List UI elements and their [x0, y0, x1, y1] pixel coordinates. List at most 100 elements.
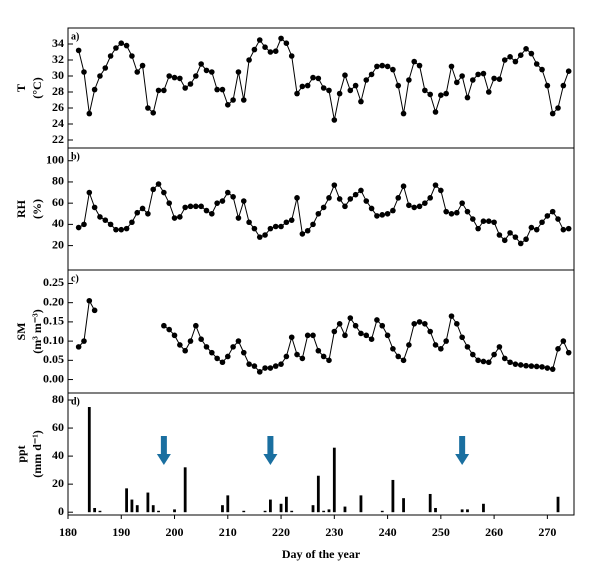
data-point — [512, 58, 519, 65]
bar — [428, 493, 432, 513]
y-tick-label: 0.15 — [43, 314, 64, 328]
data-point — [347, 196, 354, 202]
data-point — [491, 75, 497, 82]
y-tick-label: 40 — [52, 448, 64, 462]
bar — [173, 509, 176, 513]
y-tick-label: 26 — [52, 100, 64, 114]
data-point — [533, 363, 540, 370]
x-tick-label: 230 — [325, 525, 343, 539]
data-point — [326, 357, 332, 364]
data-point — [363, 198, 370, 204]
data-point — [501, 57, 508, 63]
data-point — [517, 52, 524, 58]
data-point — [118, 40, 125, 46]
data-point — [304, 332, 311, 339]
data-point — [240, 97, 247, 103]
data-point — [310, 332, 316, 339]
data-point — [219, 198, 226, 204]
data-point — [182, 204, 188, 211]
bar — [242, 510, 246, 513]
data-point — [150, 110, 157, 116]
y-tick-label: 0.00 — [43, 371, 64, 385]
data-point — [240, 198, 247, 204]
y-axis-label: ppt — [14, 445, 28, 462]
y-axis-label: SM — [14, 323, 28, 341]
data-point — [411, 321, 418, 327]
series-line — [78, 183, 569, 245]
data-point — [288, 334, 295, 341]
bar — [263, 510, 267, 513]
data-point — [384, 332, 391, 339]
data-point — [150, 186, 157, 193]
arrow-head — [156, 454, 171, 465]
data-point — [102, 65, 109, 71]
data-point — [480, 218, 487, 224]
data-point — [102, 217, 109, 223]
bar — [93, 507, 97, 513]
data-point — [240, 349, 247, 356]
x-tick-label: 240 — [379, 525, 397, 539]
y-tick-label: 34 — [52, 36, 64, 50]
data-point — [459, 200, 465, 206]
bar — [434, 507, 437, 513]
data-point — [422, 200, 428, 206]
data-point — [326, 87, 332, 94]
data-point — [501, 237, 508, 244]
data-point — [480, 70, 487, 77]
data-point — [161, 322, 167, 329]
data-point — [315, 347, 322, 354]
data-point — [246, 57, 252, 63]
data-point — [214, 355, 220, 362]
data-point — [251, 225, 258, 232]
data-point — [187, 338, 194, 344]
data-point — [145, 210, 151, 217]
arrow-shaft — [459, 436, 466, 455]
data-point — [166, 326, 172, 333]
data-point — [560, 338, 567, 344]
data-point — [283, 353, 290, 360]
data-point — [134, 209, 141, 216]
data-point — [448, 63, 455, 70]
data-point — [379, 62, 386, 69]
bar — [466, 509, 469, 513]
data-point — [219, 359, 226, 366]
bar — [284, 496, 288, 513]
data-point — [416, 203, 423, 210]
data-point — [533, 226, 540, 233]
data-point — [235, 69, 242, 75]
data-point — [310, 221, 316, 228]
data-point — [406, 202, 412, 209]
data-point — [123, 225, 130, 232]
data-point — [326, 195, 332, 201]
x-tick-label: 250 — [432, 525, 450, 539]
data-point — [113, 45, 119, 51]
data-point — [320, 204, 327, 211]
arrow-marker — [455, 436, 470, 465]
y-axis-label: (°C) — [30, 77, 44, 98]
data-point — [347, 315, 354, 321]
bar — [125, 488, 128, 513]
bar — [151, 505, 155, 513]
data-point — [374, 213, 380, 219]
bar — [332, 447, 336, 513]
data-point — [283, 40, 290, 46]
data-point — [262, 365, 268, 371]
data-point — [278, 35, 284, 42]
data-point — [560, 82, 567, 89]
bar — [221, 505, 224, 513]
data-point — [272, 363, 279, 369]
data-point — [224, 102, 231, 108]
data-point — [193, 203, 199, 210]
data-point — [422, 87, 428, 94]
data-point — [443, 208, 449, 215]
x-tick-label: 260 — [485, 525, 503, 539]
data-point — [459, 334, 465, 341]
data-point — [496, 76, 503, 82]
arrow-shaft — [160, 436, 167, 455]
data-point — [203, 67, 210, 74]
x-axis-label: Day of the year — [282, 547, 361, 561]
bar — [183, 467, 187, 513]
data-point — [91, 204, 98, 211]
data-point — [267, 365, 274, 371]
data-point — [480, 358, 487, 365]
